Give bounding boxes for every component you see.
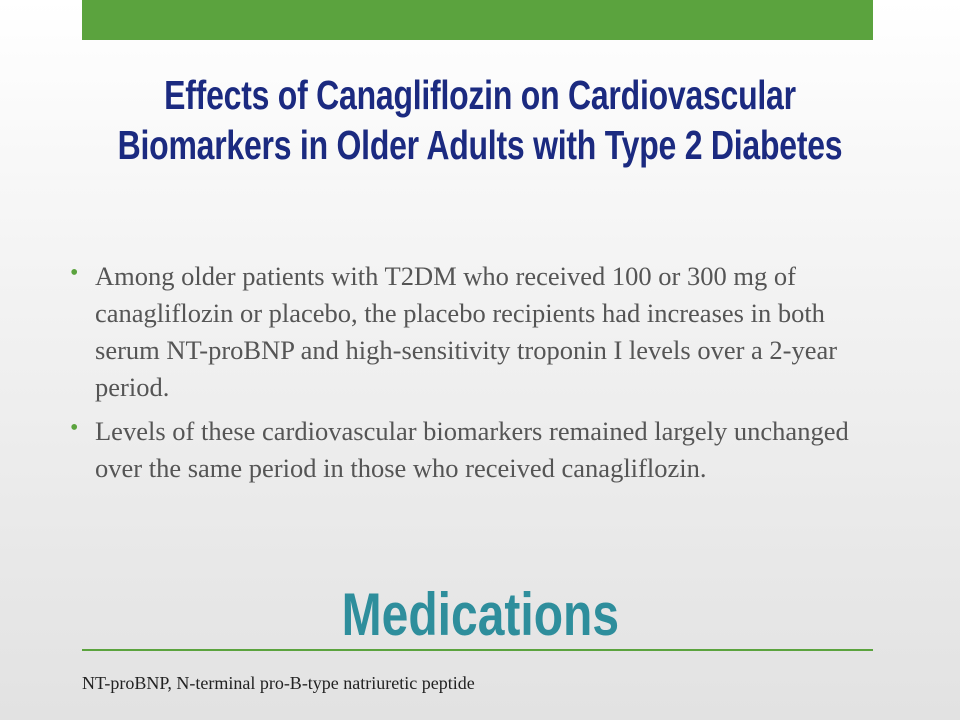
footnote: NT-proBNP, N-terminal pro-B-type natriur…: [82, 673, 475, 693]
title: Effects of Canagliflozin on Cardiovascul…: [0, 70, 960, 170]
title-line: Effects of Canagliflozin on Cardiovascul…: [164, 72, 796, 118]
bullet: Levels of these cardiovascular biomarker…: [70, 410, 870, 487]
section-heading: Medications: [0, 580, 960, 650]
heading-text: Medications: [341, 581, 619, 648]
title-line: Biomarkers in Older Adults with Type 2 D…: [117, 122, 843, 168]
divider: [82, 649, 873, 651]
bullet: Among older patients with T2DM who recei…: [70, 255, 870, 406]
top-bar: [82, 0, 873, 40]
bullet-list: Among older patients with T2DM who recei…: [70, 255, 870, 494]
